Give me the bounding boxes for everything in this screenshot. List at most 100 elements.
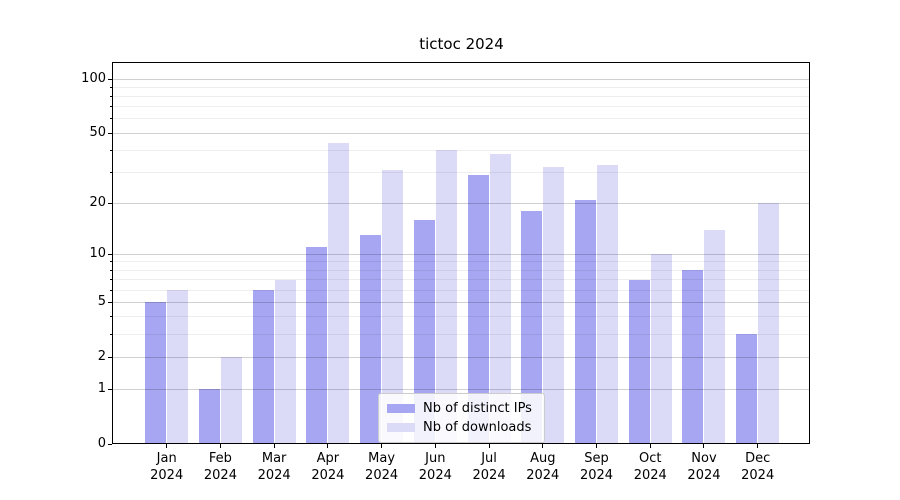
x-tick-year: 2024: [687, 468, 721, 483]
legend-box: Nb of distinct IPs Nb of downloads: [378, 393, 545, 443]
y-tick-label: 10: [89, 246, 106, 262]
x-tick-mark: [757, 444, 759, 448]
x-tick-month: Apr: [316, 451, 340, 466]
x-tick-year: 2024: [311, 468, 345, 483]
x-tick-month: Mar: [261, 451, 287, 466]
bar-downloads-sep: [597, 165, 619, 443]
minor-gridline: [113, 171, 809, 173]
x-tick-year: 2024: [741, 468, 775, 483]
x-tick-mark: [434, 444, 436, 448]
x-tick-mark: [381, 444, 383, 448]
x-tick-label: Aug 2024: [515, 450, 571, 484]
y-minor-tick-mark: [110, 171, 112, 173]
bar-distinct-ips-aug: [521, 211, 543, 443]
x-tick-mark: [488, 444, 490, 448]
minor-gridline: [113, 279, 809, 281]
minor-gridline: [113, 118, 809, 120]
bar-downloads-feb: [220, 357, 242, 443]
minor-gridline: [113, 149, 809, 151]
x-tick-label: Oct 2024: [622, 450, 678, 484]
y-minor-tick-mark: [110, 279, 112, 281]
major-gridline: [113, 356, 809, 358]
x-tick-label: Jul 2024: [461, 450, 517, 484]
x-tick-month: Nov: [691, 451, 717, 466]
x-tick-label: Apr 2024: [300, 450, 356, 484]
y-minor-tick-mark: [110, 118, 112, 120]
x-tick-month: May: [368, 451, 396, 466]
x-tick-mark: [542, 444, 544, 448]
y-tick-mark: [108, 388, 112, 390]
bar-distinct-ips-jul: [467, 175, 489, 443]
x-tick-mark: [596, 444, 598, 448]
minor-gridline: [113, 333, 809, 335]
y-tick-label: 2: [97, 349, 106, 365]
bar-distinct-ips-jan: [145, 302, 167, 443]
bar-distinct-ips-jun: [413, 219, 435, 443]
chart-title: tictoc 2024: [419, 35, 504, 53]
bar-downloads-jun: [435, 150, 457, 443]
x-tick-label: Dec 2024: [730, 450, 786, 484]
y-minor-tick-mark: [110, 289, 112, 291]
bar-downloads-jul: [489, 154, 511, 443]
y-tick-label: 5: [97, 294, 106, 310]
y-tick-mark: [108, 301, 112, 303]
bar-distinct-ips-feb: [198, 389, 220, 443]
legend-item-distinct-ips: Nb of distinct IPs: [379, 399, 544, 418]
legend-label-downloads: Nb of downloads: [423, 420, 532, 435]
major-gridline: [113, 78, 809, 80]
x-tick-mark: [166, 444, 168, 448]
y-minor-tick-mark: [110, 149, 112, 151]
y-tick-mark: [108, 253, 112, 255]
x-tick-mark: [219, 444, 221, 448]
bar-distinct-ips-oct: [628, 279, 650, 443]
y-minor-tick-mark: [110, 269, 112, 271]
y-tick-mark: [108, 356, 112, 358]
x-tick-month: Sep: [584, 451, 609, 466]
x-tick-label: Jun 2024: [407, 450, 463, 484]
legend-label-distinct-ips: Nb of distinct IPs: [423, 401, 532, 416]
y-tick-mark: [108, 132, 112, 134]
bar-distinct-ips-dec: [736, 334, 758, 443]
bar-distinct-ips-mar: [252, 290, 274, 443]
x-tick-year: 2024: [418, 468, 452, 483]
x-tick-year: 2024: [472, 468, 506, 483]
bar-downloads-may: [382, 169, 404, 443]
minor-gridline: [113, 261, 809, 263]
y-tick-label: 20: [89, 195, 106, 211]
bar-distinct-ips-apr: [306, 247, 328, 443]
x-tick-label: Mar 2024: [246, 450, 302, 484]
y-tick-label: 100: [81, 71, 106, 86]
y-tick-label: 0: [97, 436, 106, 451]
y-minor-tick-mark: [110, 86, 112, 88]
x-tick-mark: [327, 444, 329, 448]
y-minor-tick-mark: [110, 333, 112, 335]
x-tick-year: 2024: [150, 468, 184, 483]
x-tick-label: Sep 2024: [569, 450, 625, 484]
y-minor-tick-mark: [110, 261, 112, 263]
bar-downloads-aug: [543, 167, 565, 443]
x-tick-month: Dec: [745, 451, 771, 466]
minor-gridline: [113, 269, 809, 271]
y-minor-tick-mark: [110, 95, 112, 97]
bar-downloads-oct: [650, 254, 672, 443]
x-tick-label: Nov 2024: [676, 450, 732, 484]
y-minor-tick-mark: [110, 106, 112, 108]
x-tick-month: Jul: [481, 451, 497, 466]
y-tick-label: 50: [89, 125, 106, 141]
minor-gridline: [113, 316, 809, 318]
bar-downloads-apr: [328, 142, 350, 443]
legend-item-downloads: Nb of downloads: [379, 418, 544, 437]
bar-downloads-nov: [704, 229, 726, 443]
major-gridline: [113, 202, 809, 204]
minor-gridline: [113, 289, 809, 291]
x-tick-year: 2024: [203, 468, 237, 483]
x-tick-year: 2024: [526, 468, 560, 483]
major-gridline: [113, 301, 809, 303]
y-tick-mark: [108, 443, 112, 445]
y-minor-tick-mark: [110, 316, 112, 318]
x-tick-month: Jun: [425, 451, 446, 466]
bar-downloads-mar: [274, 279, 296, 443]
x-tick-mark: [649, 444, 651, 448]
bar-distinct-ips-may: [360, 235, 382, 443]
